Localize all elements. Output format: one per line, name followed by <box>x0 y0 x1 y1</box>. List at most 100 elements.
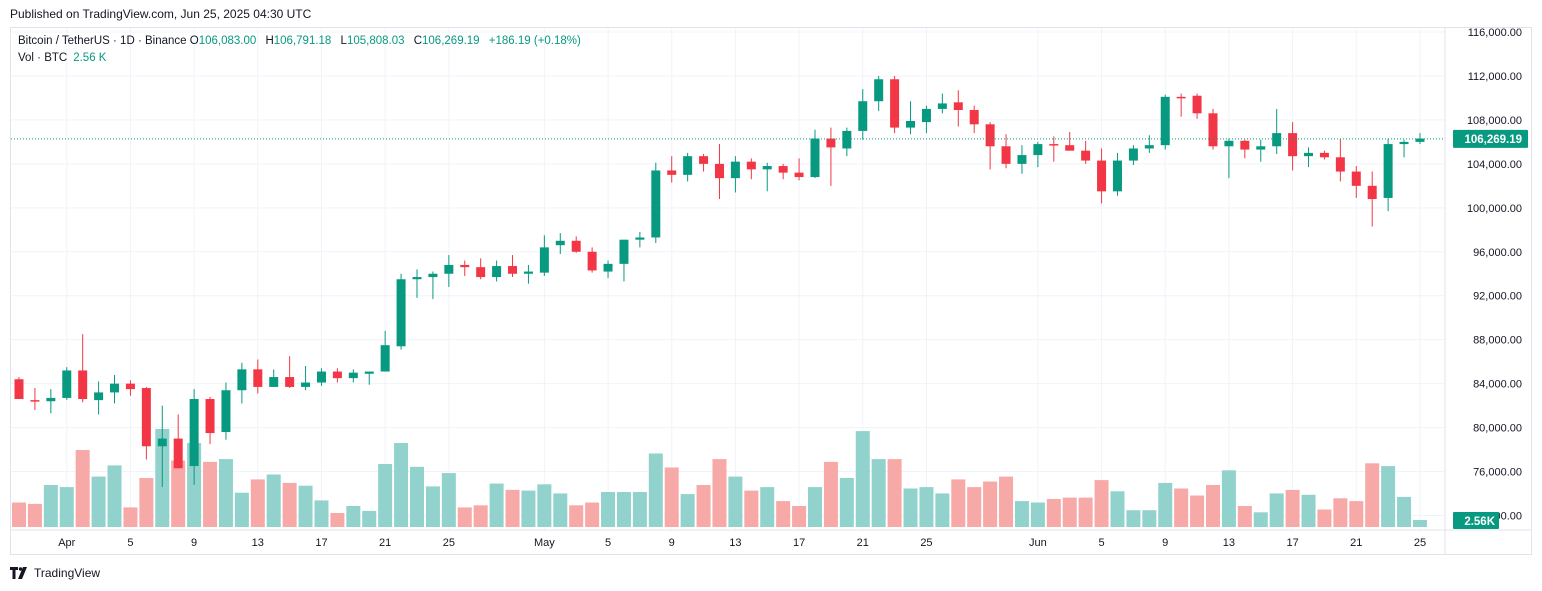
volume-bar <box>521 490 536 527</box>
time-tick-label: May <box>534 537 555 549</box>
candle-body <box>157 438 167 447</box>
candle-body <box>810 138 820 178</box>
volume-bar <box>999 476 1014 527</box>
price-tick-label: 116,000.00 <box>1468 27 1522 39</box>
candle-body <box>476 267 486 278</box>
volume-bar <box>139 478 154 527</box>
candle-body <box>1399 141 1409 145</box>
candle-body <box>237 369 247 391</box>
volume-bar <box>27 503 42 527</box>
candle-body <box>396 279 406 347</box>
footer-brand[interactable]: TradingView <box>10 566 100 580</box>
candle-body <box>1144 145 1154 149</box>
candle-body <box>890 79 900 128</box>
volume-bar <box>680 494 695 527</box>
candle-body <box>539 247 549 273</box>
volume-value: 2.56 K <box>73 52 107 64</box>
time-tick-label: 9 <box>1162 537 1168 549</box>
volume-bar <box>107 465 122 527</box>
candle-body <box>683 156 693 175</box>
volume-bar <box>1126 510 1141 527</box>
candle-body <box>380 345 390 372</box>
candle-body <box>714 163 724 179</box>
volume-bar <box>1349 501 1364 527</box>
price-tick-label: 80,000.00 <box>1473 423 1522 435</box>
time-tick-label: Apr <box>58 537 75 549</box>
volume-bar <box>935 493 950 527</box>
volume-bar <box>1237 506 1252 527</box>
volume-bar <box>489 483 504 527</box>
candle-body <box>842 130 852 149</box>
candle-body <box>1319 152 1329 158</box>
candle-body <box>46 397 56 402</box>
volume-bar <box>1412 520 1427 527</box>
candle-body <box>651 170 661 238</box>
candle-body <box>874 79 884 102</box>
time-tick-label: 5 <box>605 537 611 549</box>
volume-bar <box>776 501 791 527</box>
time-tick-label: 21 <box>379 537 391 549</box>
candle-body <box>858 101 868 131</box>
candle-body <box>78 370 88 400</box>
candle-body <box>826 138 836 148</box>
chart-frame <box>10 27 1532 555</box>
candle-body <box>1415 138 1425 142</box>
candle-body <box>221 390 231 432</box>
volume-bar <box>1365 463 1380 527</box>
last-volume-badge-label: 2.56K <box>1464 516 1495 528</box>
candle-body <box>953 102 963 111</box>
volume-bar <box>1014 501 1029 527</box>
volume-bar <box>760 487 775 527</box>
volume-bar <box>648 453 663 527</box>
candle-body <box>1160 96 1170 146</box>
candle-body <box>316 371 326 383</box>
price-tick-label: 88,000.00 <box>1473 335 1522 347</box>
time-tick-label: 9 <box>669 537 675 549</box>
candle-body <box>1288 133 1298 157</box>
volume-bar <box>887 459 902 527</box>
volume-bar <box>282 482 297 527</box>
volume-bar <box>1381 466 1396 527</box>
volume-bar <box>505 489 520 527</box>
change-value: +186.19 (+0.18%) <box>488 35 581 47</box>
candle-body <box>125 383 135 390</box>
volume-bar <box>218 459 233 527</box>
volume-bar <box>1190 495 1205 527</box>
volume-bar <box>410 466 424 527</box>
volume-bar <box>871 459 886 527</box>
volume-bar <box>696 485 711 527</box>
volume-bar <box>983 481 998 527</box>
volume-bar <box>1253 512 1268 527</box>
candle-body <box>937 103 947 109</box>
candle-body <box>14 379 24 400</box>
candle-body <box>906 121 916 128</box>
candle-body <box>1097 160 1107 192</box>
volume-bar <box>553 493 568 527</box>
volume-bar <box>951 479 966 527</box>
volume-bar <box>1142 510 1157 527</box>
candle-body <box>428 273 438 278</box>
volume-bar <box>585 502 600 527</box>
candle-body <box>94 392 104 401</box>
candle-body <box>1272 133 1282 147</box>
candle-body <box>635 237 645 240</box>
candle-body <box>508 266 518 274</box>
volume-bar <box>250 479 265 527</box>
volume-bar <box>425 486 440 527</box>
candle-body <box>444 264 454 274</box>
time-tick-label: 25 <box>443 537 455 549</box>
volume-bar <box>266 474 281 527</box>
volume-bar <box>346 506 361 527</box>
candle-body <box>587 251 597 271</box>
volume-bar <box>537 484 552 527</box>
volume-bar <box>75 450 90 527</box>
candle-body <box>412 277 422 280</box>
candle-body <box>1033 144 1043 156</box>
volume-bar <box>457 507 472 527</box>
candle-body <box>62 370 72 398</box>
volume-bar <box>823 461 838 527</box>
volume-bar <box>1078 497 1093 527</box>
volume-bar <box>441 473 456 527</box>
volume-bar <box>203 461 218 527</box>
